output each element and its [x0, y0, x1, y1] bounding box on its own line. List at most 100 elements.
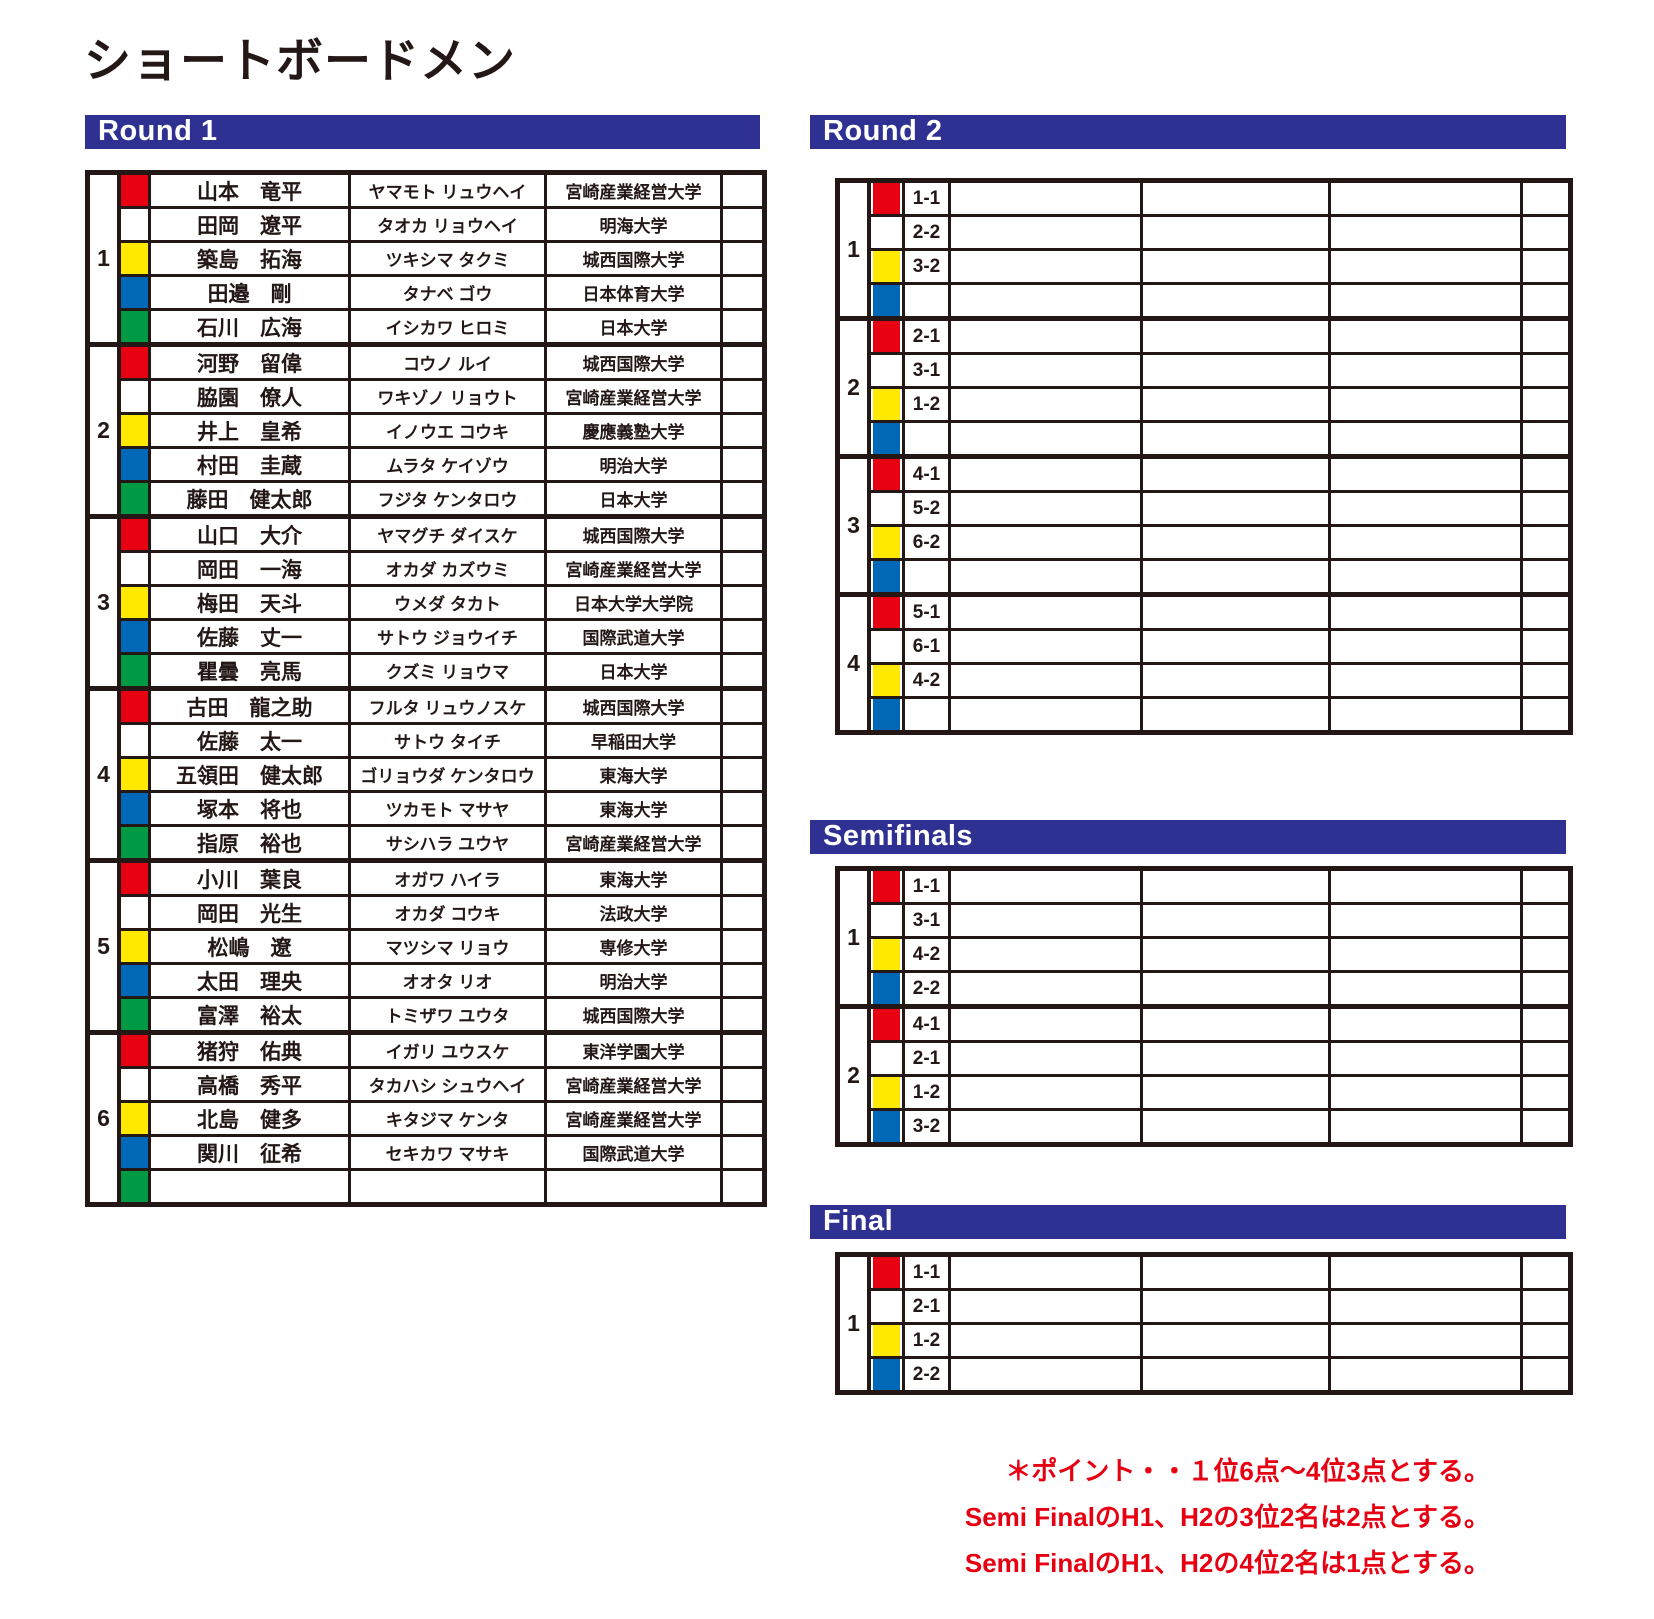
university-name: 宮崎産業経営大学 [547, 175, 723, 206]
heat-1: 1 山本 竜平 ヤマモト リュウヘイ 宮崎産業経営大学 田岡 遼平 タオカ リョウヘイ 明海… [90, 175, 762, 342]
jersey-color-blue [871, 561, 905, 592]
athlete-kana: オカダ コウキ [351, 897, 547, 928]
jersey-color-blue [871, 699, 905, 730]
jersey-color-blue [121, 621, 151, 652]
seed-label [905, 561, 951, 592]
entry-cell [1331, 1359, 1523, 1390]
result-cell [1523, 1043, 1568, 1074]
jersey-color-white [871, 905, 905, 936]
yellow-square [121, 243, 148, 274]
athlete-name: 井上 皇希 [151, 415, 351, 446]
table-row: 1-1 [871, 871, 1568, 902]
white-square [873, 1043, 900, 1074]
white-square [873, 1291, 900, 1322]
table-row: 1-2 [871, 386, 1568, 420]
jersey-color-green [121, 827, 151, 858]
athlete-name: 藤田 健太郎 [151, 483, 351, 514]
jersey-color-red [121, 1035, 151, 1066]
table-row: 1-2 [871, 1074, 1568, 1108]
result-cell [1523, 321, 1568, 352]
jersey-color-green [121, 999, 151, 1030]
round1-header: Round 1 [85, 115, 760, 149]
athlete-kana: ツキシマ タクミ [351, 243, 547, 274]
table-row [871, 696, 1568, 730]
seed-label: 1-1 [905, 871, 951, 902]
table-row: 2-2 [871, 1356, 1568, 1390]
jersey-color-blue [871, 1359, 905, 1390]
university-name: 城西国際大学 [547, 519, 723, 550]
seed-label: 2-1 [905, 1291, 951, 1322]
university-name: 国際武道大学 [547, 1137, 723, 1168]
university-name: 法政大学 [547, 897, 723, 928]
athlete-kana: フジタ ケンタロウ [351, 483, 547, 514]
university-name: 早稲田大学 [547, 725, 723, 756]
heat-4: 4 古田 龍之助 フルタ リュウノスケ 城西国際大学 佐藤 太一 サトウ タイチ 早稲田大学… [90, 686, 762, 858]
table-row: 2-1 [871, 321, 1568, 352]
jersey-color-yellow [121, 587, 151, 618]
heat-rows: 1-1 3-1 4-2 2-2 [871, 871, 1568, 1004]
result-cell [1523, 493, 1568, 524]
heat-rows: 小川 葉良 オガワ ハイラ 東海大学 岡田 光生 オカダ コウキ 法政大学 松嶋 遼マツシマ… [121, 863, 762, 1030]
athlete-kana: トミザワ ユウタ [351, 999, 547, 1030]
entry-cell [951, 1077, 1143, 1108]
blue-square [873, 1111, 900, 1142]
university-name: 宮崎産業経営大学 [547, 1103, 723, 1134]
university-name: 宮崎産業経営大学 [547, 1069, 723, 1100]
result-cell [723, 175, 762, 206]
white-square [873, 493, 900, 524]
jersey-color-red [871, 459, 905, 490]
heat-number: 2 [840, 321, 871, 454]
jersey-color-blue [121, 965, 151, 996]
jersey-color-yellow [871, 251, 905, 282]
athlete-name: 太田 理央 [151, 965, 351, 996]
result-cell [723, 725, 762, 756]
university-name: 日本大学 [547, 311, 723, 342]
entry-cell [1143, 285, 1331, 316]
table-row: 山口 大介 ヤマグチ ダイスケ 城西国際大学 [121, 519, 762, 550]
heat-1: 1 1-1 2-2 3-2 [840, 183, 1568, 316]
jersey-color-white [121, 725, 151, 756]
jersey-color-white [121, 897, 151, 928]
table-row: 1-2 [871, 1322, 1568, 1356]
yellow-square [121, 587, 148, 618]
jersey-color-red [121, 175, 151, 206]
green-square [121, 483, 148, 514]
entry-cell [951, 597, 1143, 628]
table-row: 田邉 剛タナベ ゴウ 日本体育大学 [121, 274, 762, 308]
table-row: 4-2 [871, 936, 1568, 970]
entry-cell [951, 355, 1143, 386]
result-cell [723, 759, 762, 790]
university-name: 東海大学 [547, 759, 723, 790]
yellow-square [873, 251, 900, 282]
university-name: 城西国際大学 [547, 691, 723, 722]
table-row: 6-2 [871, 524, 1568, 558]
university-name: 専修大学 [547, 931, 723, 962]
red-square [873, 871, 900, 902]
entry-cell [951, 493, 1143, 524]
jersey-color-yellow [121, 1103, 151, 1134]
table-row: 3-1 [871, 902, 1568, 936]
heat-1: 1 1-1 3-1 4-2 2-2 [840, 871, 1568, 1004]
university-name: 宮崎産業経営大学 [547, 381, 723, 412]
entry-cell [1143, 355, 1331, 386]
seed-label: 3-2 [905, 251, 951, 282]
entry-cell [1331, 665, 1523, 696]
result-cell [723, 827, 762, 858]
athlete-kana: マツシマ リョウ [351, 931, 547, 962]
seed-label: 4-2 [905, 665, 951, 696]
entry-cell [951, 561, 1143, 592]
jersey-color-yellow [871, 527, 905, 558]
athlete-name [151, 1171, 351, 1202]
result-cell [1523, 1111, 1568, 1142]
entry-cell [951, 527, 1143, 558]
jersey-color-red [871, 597, 905, 628]
result-cell [1523, 459, 1568, 490]
result-cell [1523, 1077, 1568, 1108]
white-square [121, 725, 148, 756]
university-name: 宮崎産業経営大学 [547, 827, 723, 858]
entry-cell [951, 1291, 1143, 1322]
blue-square [873, 561, 900, 592]
athlete-name: 河野 留偉 [151, 347, 351, 378]
jersey-color-red [871, 871, 905, 902]
jersey-color-red [121, 519, 151, 550]
